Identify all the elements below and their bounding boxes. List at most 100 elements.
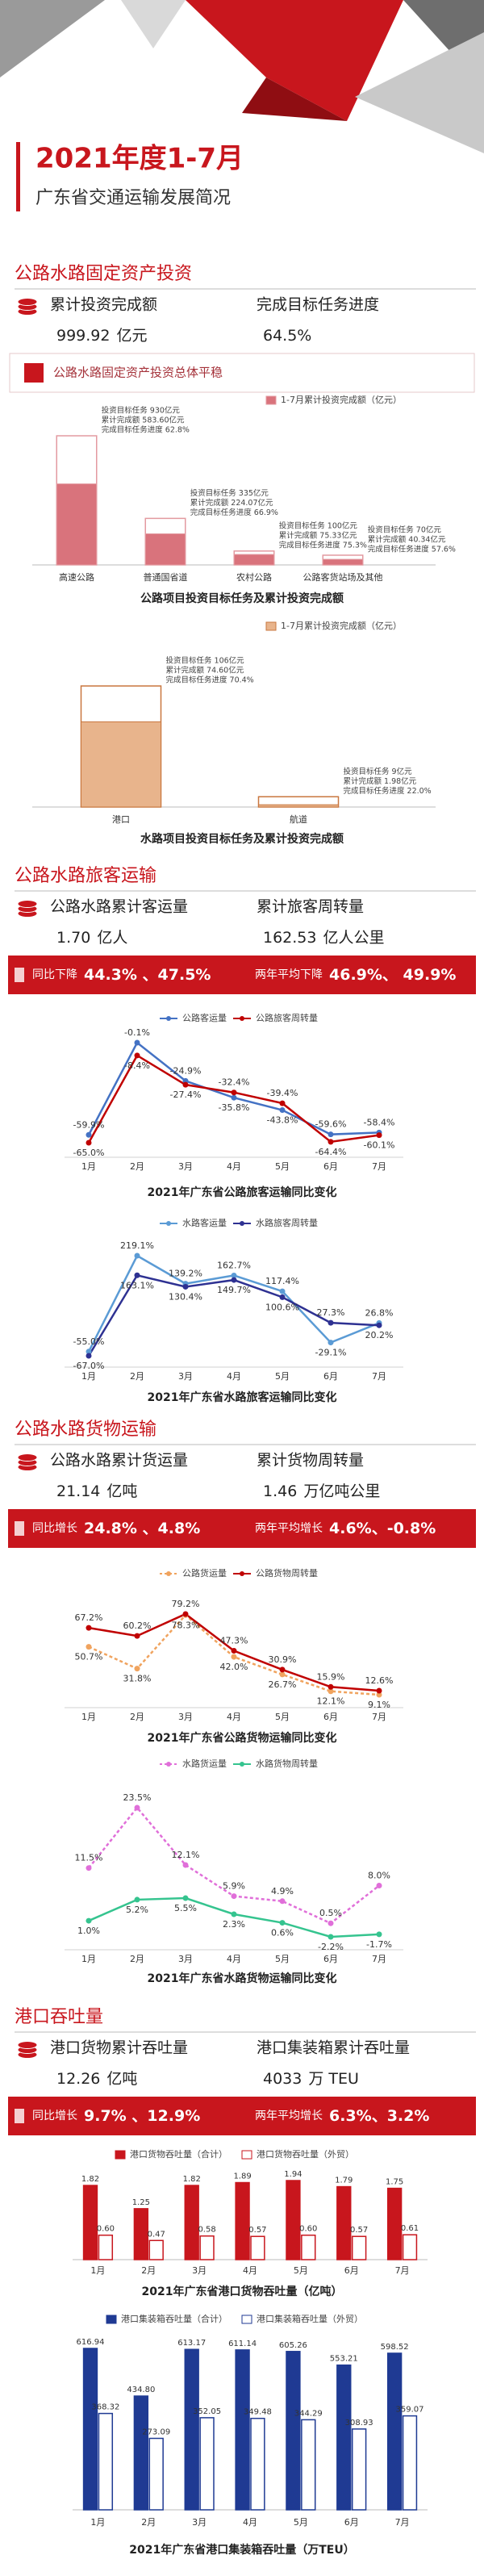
point <box>182 1611 189 1617</box>
data-label: 605.26 <box>279 2341 307 2350</box>
data-label: -0.1% <box>124 1027 150 1038</box>
data-label: -43.8% <box>267 1114 298 1125</box>
bar <box>258 804 339 808</box>
point <box>376 1687 382 1694</box>
data-label: 79.2% <box>172 1599 200 1609</box>
annotation: 累计完成额 1.98亿元 <box>344 776 417 786</box>
legend-label: 港口集装箱吞吐量（外贸） <box>257 2313 363 2324</box>
point <box>376 1132 382 1139</box>
banner-figure: 6.3%、3.2% <box>329 2107 429 2125</box>
x-tick-label: 1月 <box>81 1712 96 1722</box>
bar <box>184 2348 199 2511</box>
legend-marker <box>166 1762 171 1767</box>
chart-title: 2021年广东省公路旅客运输同比变化 <box>148 1186 337 1199</box>
data-label: 368.32 <box>91 2403 119 2412</box>
stat-number: 12.26 <box>56 2070 100 2088</box>
point <box>279 1920 286 1926</box>
annotation: 累计完成额 74.60亿元 <box>166 666 244 675</box>
stat-value: 4033 万 TEU <box>263 2070 359 2088</box>
banner-text: 同比增长 24.8% 、4.8% 两年平均增长 4.6%、-0.8% <box>32 1520 436 1537</box>
x-tick-label: 2月 <box>130 1371 144 1382</box>
stat-icon <box>17 298 38 306</box>
point <box>231 1911 237 1917</box>
bar <box>133 2208 149 2260</box>
point <box>376 1931 382 1938</box>
data-label: 1.89 <box>233 2172 251 2181</box>
legend-swatch <box>115 2150 126 2160</box>
legend-marker <box>240 1762 244 1767</box>
stat-value: 999.92 亿元 <box>56 327 148 345</box>
legend-swatch <box>241 2150 252 2160</box>
point <box>279 1898 286 1905</box>
x-tick-label: 5月 <box>275 1371 290 1382</box>
data-label: 117.4% <box>265 1276 299 1286</box>
annotation: 投资目标任务 335亿元 <box>190 488 269 498</box>
stat-icon <box>17 900 38 908</box>
banner-label: 两年平均下降 <box>255 968 323 981</box>
x-tick-label: 7月 <box>372 1712 386 1722</box>
data-label: 0.60 <box>97 2225 115 2234</box>
data-label: -58.4% <box>364 1117 395 1127</box>
data-label: 139.2% <box>169 1269 202 1279</box>
x-tick-label: 7月 <box>395 2265 410 2276</box>
legend-label: 水路货运量 <box>182 1758 227 1769</box>
x-tick-label: 3月 <box>192 2517 207 2528</box>
banner-text: 公路水路固定资产投资总体平稳 <box>53 366 223 380</box>
legend-marker <box>240 1016 244 1021</box>
chart-title: 公路项目投资目标任务及累计投资完成额 <box>140 592 344 605</box>
point <box>134 1039 140 1046</box>
point <box>134 1052 140 1059</box>
bar <box>336 2185 352 2260</box>
point <box>231 1277 237 1283</box>
data-label: 0.61 <box>401 2224 419 2233</box>
point <box>86 1353 92 1359</box>
x-tick-label: 普通国省道 <box>144 571 188 583</box>
page-title: 2021年度1-7月 <box>35 143 244 175</box>
bar <box>199 2417 215 2511</box>
data-label: -39.4% <box>267 1088 298 1098</box>
data-label: 0.47 <box>148 2230 165 2239</box>
data-label: 130.4% <box>169 1291 202 1302</box>
section-heading: 公路水路固定资产投资 <box>15 264 192 284</box>
bar <box>301 2419 316 2511</box>
data-label: 162.7% <box>217 1260 251 1270</box>
data-label: 219.1% <box>120 1240 154 1251</box>
data-label: 23.5% <box>123 1792 152 1803</box>
data-label: -64.4% <box>315 1147 347 1157</box>
legend-label: 港口货物吞吐量（外贸） <box>257 2148 354 2160</box>
annotation: 投资目标任务 9亿元 <box>344 767 413 776</box>
annotation: 完成目标任务进度 62.8% <box>102 425 190 435</box>
stat-number: 1.46 <box>263 1482 297 1500</box>
bar <box>184 2185 199 2260</box>
annotation: 完成目标任务进度 70.4% <box>166 675 254 685</box>
data-label: 1.0% <box>77 1926 100 1936</box>
annotation: 完成目标任务进度 57.6% <box>368 544 456 554</box>
stat-number: 64.5% <box>263 327 311 345</box>
data-label: 47.3% <box>220 1636 248 1646</box>
data-label: -1.7% <box>366 1939 392 1950</box>
bar <box>286 2351 301 2511</box>
stat-value: 12.26 亿吨 <box>56 2070 137 2088</box>
page-subtitle: 广东省交通运输发展简况 <box>35 188 231 208</box>
x-tick-label: 7月 <box>372 1371 386 1382</box>
data-label: 4.9% <box>271 1886 294 1896</box>
x-tick-label: 1月 <box>81 1161 96 1172</box>
x-tick-label: 6月 <box>323 1954 338 1964</box>
stat-label: 完成目标任务进度 <box>257 296 379 314</box>
point <box>279 1106 286 1113</box>
data-label: 349.48 <box>244 2408 272 2417</box>
stat-label: 港口货物累计吞吐量 <box>50 2039 188 2057</box>
point <box>182 1081 189 1088</box>
legend-marker <box>166 1221 171 1226</box>
point <box>134 1633 140 1639</box>
x-tick-label: 1月 <box>90 2517 105 2528</box>
point <box>328 1319 334 1326</box>
legend-label: 水路旅客周转量 <box>256 1217 318 1228</box>
data-label: 12.1% <box>317 1696 345 1707</box>
point <box>328 1934 334 1940</box>
bar <box>250 2417 265 2511</box>
data-label: -2.2% <box>318 1942 344 1952</box>
stat-number: 4033 <box>263 2070 302 2088</box>
data-label: 8.0% <box>368 1870 390 1880</box>
x-tick-label: 5月 <box>275 1954 290 1964</box>
